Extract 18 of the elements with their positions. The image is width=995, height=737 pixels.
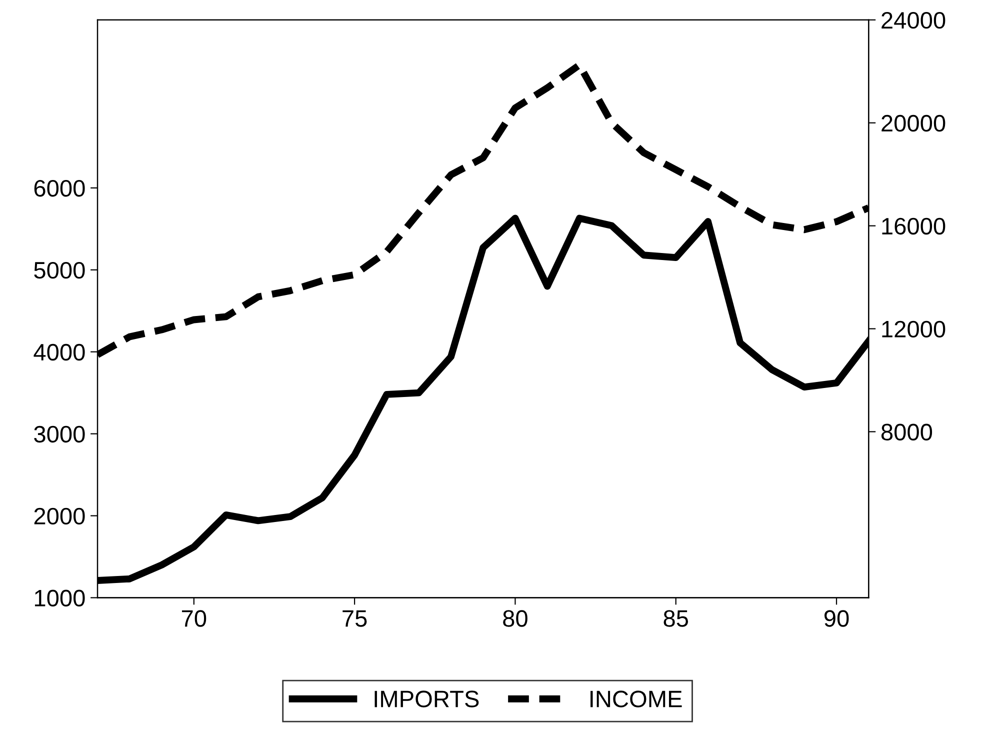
y-tick-label: 3000	[34, 426, 85, 443]
x-tick-label: 70	[182, 610, 206, 627]
y-tick-label: 6000	[34, 180, 85, 197]
legend-label: IMPORTS	[374, 690, 479, 708]
y-tick-label: 2000	[34, 508, 85, 525]
y2-tick-label: 12000	[882, 320, 946, 338]
x-tick-label: 90	[824, 610, 849, 627]
x-tick-label: 85	[664, 610, 688, 627]
y2-tick-label: 16000	[882, 218, 946, 235]
legend-label: INCOME	[590, 690, 682, 708]
x-tick-label: 75	[342, 610, 367, 627]
y-tick-label: 4000	[34, 344, 85, 361]
y-tick-label: 1000	[34, 590, 85, 606]
x-tick-label: 80	[503, 610, 528, 627]
y2-tick-label: 20000	[882, 114, 946, 132]
y2-tick-label: 8000	[881, 424, 932, 440]
y2-tick-label: 24000	[882, 12, 946, 29]
y-tick-label: 5000	[34, 262, 85, 279]
